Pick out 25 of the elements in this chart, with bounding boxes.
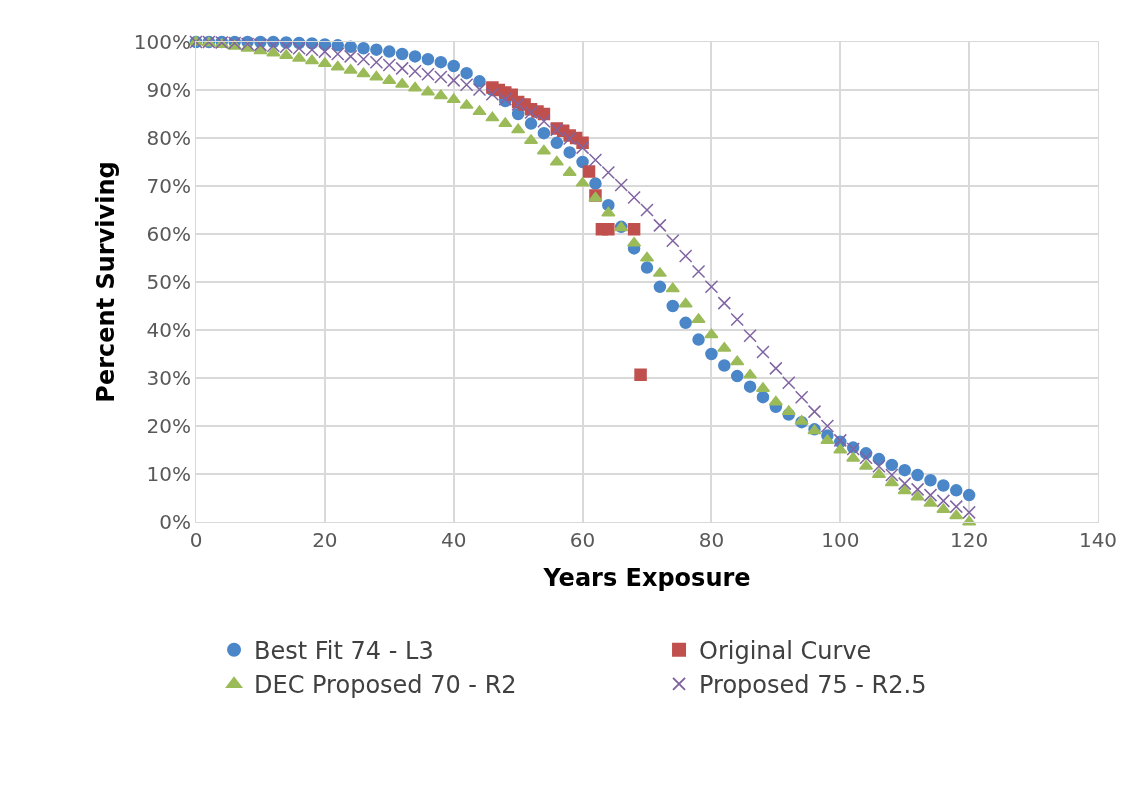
- y-tick-label: 70%: [146, 174, 191, 198]
- y-axis-title: Percent Surviving: [91, 161, 120, 403]
- x-tick-label: 60: [569, 528, 596, 552]
- legend-label: DEC Proposed 70 - R2: [254, 671, 517, 700]
- x-tick-label: 40: [440, 528, 467, 552]
- x-tick-label: 140: [1078, 528, 1118, 552]
- y-tick-label: 30%: [146, 366, 191, 390]
- x-tick-label: 20: [312, 528, 338, 552]
- y-tick-label: 20%: [146, 414, 191, 438]
- legend-label: Proposed 75 - R2.5: [699, 671, 927, 700]
- x-tick-label: 80: [698, 528, 725, 552]
- x-tick-label: 120: [950, 528, 989, 552]
- y-tick-label: 80%: [146, 126, 191, 150]
- y-tick-label: 40%: [146, 318, 191, 342]
- x-axis-title: Years Exposure: [542, 564, 751, 593]
- x-tick-label: 100: [821, 528, 860, 552]
- legend-label: Best Fit 74 - L3: [254, 637, 434, 666]
- y-tick-label: 90%: [146, 78, 191, 102]
- y-tick-label: 50%: [146, 270, 191, 294]
- legend-label: Original Curve: [699, 637, 872, 666]
- y-tick-label: 10%: [146, 462, 191, 486]
- y-tick-label: 0%: [159, 510, 191, 534]
- x-tick-label: 0: [189, 528, 203, 552]
- y-tick-label: 60%: [146, 222, 191, 246]
- y-tick-label: 100%: [133, 30, 191, 54]
